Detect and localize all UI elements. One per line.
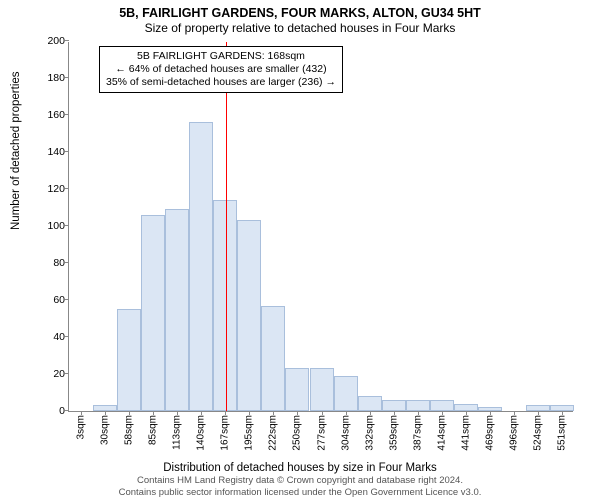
- x-tick-label: 469sqm: [484, 415, 495, 451]
- histogram-bar: [454, 404, 478, 411]
- page-title: 5B, FAIRLIGHT GARDENS, FOUR MARKS, ALTON…: [0, 6, 600, 20]
- x-tick-label: 250sqm: [292, 415, 303, 451]
- x-tick-label: 3sqm: [76, 415, 87, 439]
- histogram-bar: [165, 209, 189, 411]
- histogram-bar: [117, 309, 141, 411]
- histogram-bar: [237, 220, 261, 411]
- y-axis-label: Number of detached properties: [10, 71, 22, 230]
- x-tick-label: 30sqm: [100, 415, 111, 445]
- x-tick-label: 359sqm: [388, 415, 399, 451]
- y-tick-label: 40: [53, 331, 65, 343]
- histogram-bar: [334, 376, 358, 411]
- histogram-bar: [406, 400, 430, 411]
- y-tick-label: 80: [53, 257, 65, 269]
- x-tick-label: 332sqm: [364, 415, 375, 451]
- histogram-bar: [310, 368, 334, 411]
- histogram-bar: [382, 400, 406, 411]
- histogram-bar: [189, 122, 213, 411]
- x-tick-label: 414sqm: [436, 415, 447, 451]
- x-tick-label: 222sqm: [268, 415, 279, 451]
- x-tick-label: 85sqm: [148, 415, 159, 445]
- annotation-line: 5B FAIRLIGHT GARDENS: 168sqm: [106, 50, 336, 63]
- footer-line: Contains HM Land Registry data © Crown c…: [0, 475, 600, 486]
- x-tick-label: 140sqm: [196, 415, 207, 451]
- footer-attribution: Contains HM Land Registry data © Crown c…: [0, 475, 600, 498]
- annotation-line: ← 64% of detached houses are smaller (43…: [106, 63, 336, 76]
- footer-line: Contains public sector information licen…: [0, 487, 600, 498]
- y-tick-label: 200: [47, 35, 65, 47]
- page-subtitle: Size of property relative to detached ho…: [0, 21, 600, 35]
- x-tick-label: 441sqm: [460, 415, 471, 451]
- x-tick-label: 167sqm: [220, 415, 231, 451]
- histogram-bar: [430, 400, 454, 411]
- x-axis-label: Distribution of detached houses by size …: [0, 462, 600, 474]
- annotation-line: 35% of semi-detached houses are larger (…: [106, 76, 336, 89]
- y-tick-label: 0: [59, 405, 65, 417]
- y-tick-label: 60: [53, 294, 65, 306]
- x-tick-label: 58sqm: [124, 415, 135, 445]
- y-tick-label: 120: [47, 183, 65, 195]
- histogram-chart: 0204060801001201401601802003sqm30sqm58sq…: [68, 42, 573, 412]
- x-tick-label: 277sqm: [316, 415, 327, 451]
- x-tick-label: 524sqm: [532, 415, 543, 451]
- histogram-bar: [141, 215, 165, 411]
- histogram-bar: [358, 396, 382, 411]
- histogram-bar: [261, 306, 285, 411]
- y-tick-label: 20: [53, 368, 65, 380]
- y-tick-label: 140: [47, 146, 65, 158]
- x-tick-label: 195sqm: [244, 415, 255, 451]
- annotation-box: 5B FAIRLIGHT GARDENS: 168sqm← 64% of det…: [99, 46, 343, 93]
- histogram-bar: [285, 368, 309, 411]
- x-tick-label: 551sqm: [556, 415, 567, 451]
- y-tick-label: 160: [47, 109, 65, 121]
- reference-line: [226, 42, 228, 411]
- y-tick-label: 180: [47, 72, 65, 84]
- x-tick-label: 387sqm: [412, 415, 423, 451]
- x-tick-label: 496sqm: [508, 415, 519, 451]
- x-tick-label: 113sqm: [172, 415, 183, 450]
- x-tick-label: 304sqm: [340, 415, 351, 451]
- y-tick-label: 100: [47, 220, 65, 232]
